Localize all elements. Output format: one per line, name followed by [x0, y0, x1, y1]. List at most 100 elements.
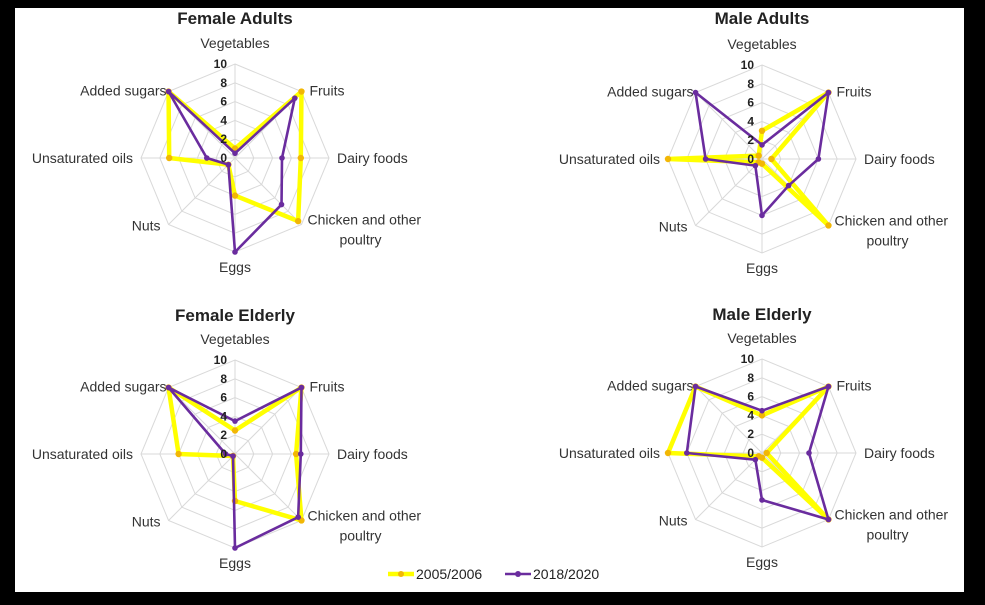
axis-label: Unsaturated oils	[32, 446, 133, 462]
chart-title: Female Adults	[177, 9, 293, 28]
radar-female-adults: Female Adults Vegetables Fruits Dairy food…	[32, 9, 422, 275]
data-point-2018	[279, 155, 285, 161]
data-point-2018	[204, 155, 210, 161]
data-point-2018	[232, 249, 238, 255]
data-point-2018	[278, 201, 285, 208]
tick-label: 8	[220, 372, 227, 386]
chart-title: Male Elderly	[712, 305, 812, 324]
radar-charts: Female Adults Vegetables Fruits Dairy food…	[32, 9, 949, 582]
tick-label: 4	[220, 113, 227, 127]
axis-label: Unsaturated oils	[32, 150, 133, 166]
grid-spoke	[695, 452, 763, 520]
data-point-2018	[752, 456, 759, 463]
data-point-2018	[785, 182, 792, 189]
axis-label: Fruits	[836, 84, 871, 100]
data-point-2018	[222, 451, 229, 457]
axis-label: Chicken and other poultry	[834, 212, 948, 248]
data-point-2018	[165, 88, 172, 95]
data-point-2018	[806, 450, 812, 456]
chart-title: Female Elderly	[175, 306, 296, 325]
axis-label: Unsaturated oils	[559, 445, 660, 461]
axis-label: Eggs	[219, 259, 251, 275]
axis-label: Vegetables	[727, 36, 796, 52]
grid-spoke	[168, 157, 236, 225]
tick-label: 0	[747, 446, 754, 460]
axis-label: Dairy foods	[337, 446, 408, 462]
tick-label: 10	[741, 58, 755, 72]
data-point-2018	[225, 161, 232, 168]
data-point-2005	[294, 217, 302, 225]
axis-label: Dairy foods	[337, 150, 408, 166]
chart-title: Male Adults	[715, 9, 810, 28]
axis-label: Vegetables	[200, 331, 269, 347]
tick-label: 4	[747, 114, 754, 128]
grid-spoke	[168, 453, 236, 521]
data-point-2018	[298, 384, 305, 391]
data-point-2018	[232, 545, 238, 551]
legend-item-2005: 2005/2006	[388, 566, 482, 582]
axis-label: Eggs	[219, 555, 251, 571]
legend-label: 2005/2006	[416, 566, 482, 582]
grid-spoke	[695, 158, 763, 226]
axis-label: Nuts	[132, 217, 161, 233]
tick-label: 2	[747, 427, 754, 441]
data-point-2005	[231, 192, 239, 199]
tick-label: 8	[747, 371, 754, 385]
data-point-2005	[758, 412, 766, 419]
data-point-2005	[664, 449, 672, 457]
data-point-2005	[763, 449, 770, 457]
data-point-2018	[230, 453, 236, 459]
axis-label: Nuts	[659, 512, 688, 528]
data-point-2018	[815, 156, 822, 162]
tick-label: 6	[220, 95, 227, 109]
tick-label: 4	[747, 408, 754, 422]
radar-male-adults: Male Adults Vegetables Fruits Dairy foods C…	[559, 9, 949, 276]
tick-label: 8	[747, 77, 754, 91]
tick-label: 4	[220, 409, 227, 423]
tick-label: 2	[220, 132, 227, 146]
legend-label: 2018/2020	[533, 566, 599, 582]
legend-marker	[398, 571, 404, 577]
data-point-2018	[692, 383, 699, 390]
axis-label: Vegetables	[727, 330, 796, 346]
tick-label: 10	[741, 352, 755, 366]
tick-label: 0	[220, 447, 227, 461]
data-point-2005	[664, 155, 672, 163]
data-point-2018	[752, 162, 759, 169]
tick-label: 8	[220, 76, 227, 90]
axis-label: Eggs	[746, 554, 778, 570]
data-point-2018	[295, 514, 301, 520]
grid-spoke	[234, 387, 302, 455]
data-point-2005	[231, 427, 239, 434]
radar-female-elderly: Female Elderly Vegetables Fruits Dairy foo…	[32, 306, 422, 571]
data-point-2005	[298, 88, 305, 95]
legend-item-2018: 2018/2020	[505, 566, 599, 582]
axis-label: Dairy foods	[864, 151, 935, 167]
axis-label: Fruits	[836, 378, 871, 394]
data-point-2018	[692, 89, 699, 96]
tick-label: 0	[220, 151, 227, 165]
axis-label: Vegetables	[200, 35, 269, 51]
data-point-2005	[175, 450, 182, 458]
axis-label: Added sugars	[80, 379, 166, 395]
data-point-2005	[297, 154, 304, 162]
axis-label: Added sugars	[607, 84, 693, 100]
axis-label: Dairy foods	[864, 445, 935, 461]
data-point-2005	[755, 152, 762, 159]
data-point-2005	[292, 450, 300, 458]
data-point-2018	[292, 95, 298, 101]
axis-label: Unsaturated oils	[559, 151, 660, 167]
data-point-2005	[166, 154, 173, 162]
data-point-2018	[759, 407, 765, 414]
data-point-2018	[759, 212, 765, 219]
data-point-2018	[165, 384, 172, 391]
data-point-2018	[759, 497, 765, 503]
legend: 2005/2006 2018/2020	[388, 566, 599, 582]
axis-label: Chicken and other poultry	[307, 507, 421, 543]
axis-label: Fruits	[309, 83, 344, 99]
data-point-2005	[768, 155, 775, 163]
data-point-2018	[232, 150, 238, 157]
legend-marker	[515, 571, 521, 577]
radar-male-elderly: Male Elderly Vegetables Fruits Dairy foods…	[559, 305, 949, 570]
axis-label: Fruits	[309, 379, 344, 395]
